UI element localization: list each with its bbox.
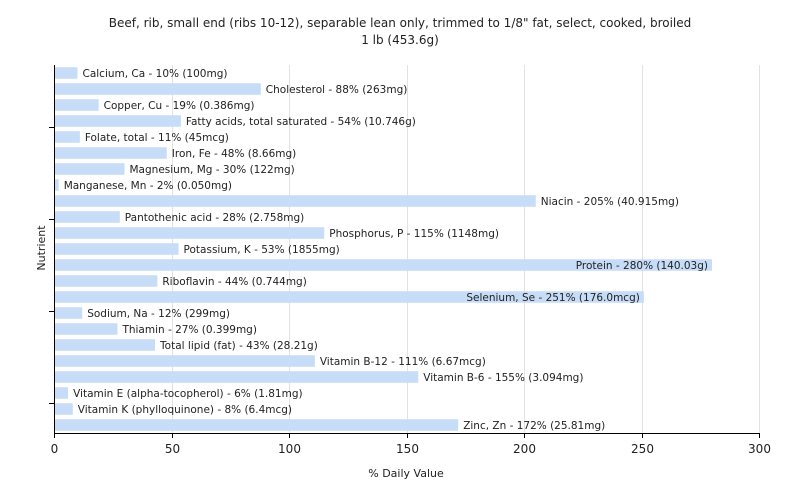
bar-label: Vitamin K (phylloquinone) - 8% (6.4mcg) xyxy=(78,404,292,416)
bar-label: Vitamin B-12 - 111% (6.67mcg) xyxy=(320,356,486,368)
bar-label: Sodium, Na - 12% (299mg) xyxy=(87,308,230,320)
bar-label: Thiamin - 27% (0.399mg) xyxy=(121,324,257,336)
chart-subtitle: 1 lb (453.6g) xyxy=(361,33,439,47)
bar xyxy=(55,99,99,111)
bar xyxy=(55,147,167,159)
x-tick-label: 0 xyxy=(51,442,59,456)
x-tick-label: 250 xyxy=(631,442,654,456)
bar xyxy=(55,211,120,223)
bar xyxy=(55,403,73,415)
bar xyxy=(55,163,125,175)
bar-label: Manganese, Mn - 2% (0.050mg) xyxy=(64,180,232,192)
bar-label: Riboflavin - 44% (0.744mg) xyxy=(162,276,306,288)
bar-label: Protein - 280% (140.03g) xyxy=(576,260,708,272)
bar xyxy=(55,83,261,95)
y-axis-label: Nutrient xyxy=(35,225,48,271)
x-tick-label: 100 xyxy=(278,442,301,456)
bar-label: Niacin - 205% (40.915mg) xyxy=(541,196,679,208)
bar xyxy=(55,115,181,127)
x-tick-label: 50 xyxy=(165,442,180,456)
bar xyxy=(55,419,459,431)
bar xyxy=(55,275,158,287)
x-axis-label: % Daily Value xyxy=(368,467,444,480)
bar xyxy=(55,323,118,335)
bar-label: Zinc, Zn - 172% (25.81mg) xyxy=(463,420,605,432)
bar xyxy=(55,227,325,239)
x-tick-label: 200 xyxy=(513,442,536,456)
bar-label: Copper, Cu - 19% (0.386mg) xyxy=(104,100,255,112)
bar-label: Potassium, K - 53% (1855mg) xyxy=(184,244,340,256)
bar-label: Vitamin E (alpha-tocopherol) - 6% (1.81m… xyxy=(73,388,303,400)
bar xyxy=(55,355,315,367)
bar-label: Phosphorus, P - 115% (1148mg) xyxy=(329,228,499,240)
bar xyxy=(55,195,536,207)
bar-label: Total lipid (fat) - 43% (28.21g) xyxy=(159,340,318,352)
bar-label: Pantothenic acid - 28% (2.758mg) xyxy=(125,212,304,224)
bar xyxy=(55,307,83,319)
bar xyxy=(55,387,69,399)
bar-label: Iron, Fe - 48% (8.66mg) xyxy=(172,148,296,160)
bar-label: Vitamin B-6 - 155% (3.094mg) xyxy=(423,372,583,384)
bar-label: Calcium, Ca - 10% (100mg) xyxy=(83,68,228,80)
x-tick-label: 150 xyxy=(396,442,419,456)
bar xyxy=(55,259,712,271)
bars-group: Calcium, Ca - 10% (100mg) Cholesterol - 8… xyxy=(55,67,712,432)
bar-label: Folate, total - 11% (45mcg) xyxy=(85,132,229,144)
bar-label: Fatty acids, total saturated - 54% (10.7… xyxy=(186,116,416,128)
chart-title: Beef, rib, small end (ribs 10-12), separ… xyxy=(109,16,692,30)
bar xyxy=(55,243,179,255)
axes-group: 0 50 100 150 200 250 300 xyxy=(49,65,771,456)
bar xyxy=(55,131,80,143)
bar xyxy=(55,67,78,79)
bar xyxy=(55,179,59,191)
x-tick-label: 300 xyxy=(748,442,771,456)
bar xyxy=(55,371,419,383)
bar xyxy=(55,339,156,351)
bar xyxy=(55,291,644,303)
bar-label: Selenium, Se - 251% (176.0mcg) xyxy=(466,292,640,304)
bar-label: Magnesium, Mg - 30% (122mg) xyxy=(130,164,295,176)
bar-label: Cholesterol - 88% (263mg) xyxy=(266,84,408,96)
